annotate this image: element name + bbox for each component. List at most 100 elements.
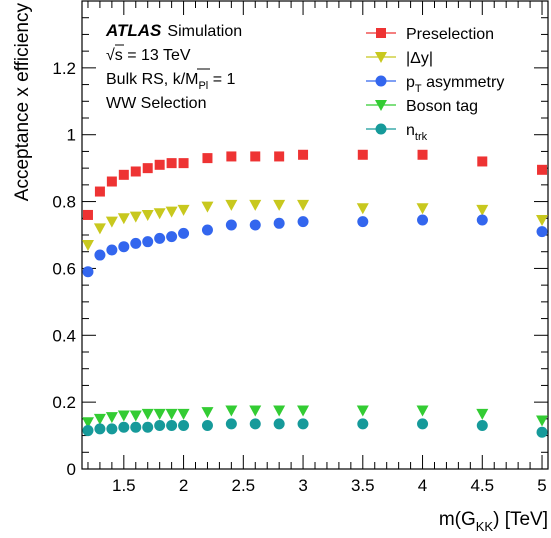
data-markers	[81, 149, 549, 438]
data-point-series-1	[117, 213, 130, 225]
legend-label-preselection: Preselection	[406, 26, 494, 43]
atlas-label: ATLAS	[105, 21, 162, 40]
data-point-series-2	[273, 217, 285, 229]
legend-entry-preselection: Preselection	[366, 26, 494, 43]
data-point-series-4	[106, 423, 118, 435]
legend-pt-sub: T	[415, 83, 422, 95]
data-point-series-3	[273, 405, 286, 417]
data-point-series-0	[142, 163, 153, 174]
atlas-label-line: ATLAS Simulation	[105, 21, 242, 40]
data-point-series-3	[81, 417, 94, 429]
data-point-series-0	[82, 209, 93, 220]
data-point-series-2	[536, 226, 548, 238]
data-point-series-4	[118, 421, 130, 433]
data-point-series-3	[249, 405, 262, 417]
data-point-series-0	[477, 156, 488, 167]
energy-rest: = 13 TeV	[123, 47, 191, 64]
data-point-series-0	[202, 153, 213, 164]
legend-pt-end: asymmetry	[422, 74, 505, 91]
x-axis-title: m(GKK) [TeV]	[439, 509, 548, 534]
data-point-series-4	[536, 426, 548, 438]
y-tick-label: 0.8	[52, 193, 76, 212]
data-point-series-2	[357, 216, 369, 228]
data-point-series-1	[476, 204, 489, 216]
data-point-series-0	[537, 164, 548, 175]
simulation-label: Simulation	[167, 23, 242, 40]
data-point-series-1	[153, 208, 166, 220]
data-point-series-2	[201, 224, 213, 236]
data-point-series-1	[297, 199, 310, 211]
data-point-series-0	[226, 151, 237, 162]
data-point-series-3	[105, 412, 118, 424]
legend-label-pt-asymmetry: pT asymmetry	[406, 74, 504, 95]
data-point-series-2	[178, 227, 190, 239]
data-point-series-4	[357, 418, 369, 430]
x-axis-title-end: ) [TeV]	[493, 509, 548, 530]
data-point-series-4	[249, 418, 261, 430]
data-point-series-2	[154, 232, 166, 244]
y-tick-label: 0.2	[52, 393, 76, 412]
data-point-series-4	[142, 421, 154, 433]
data-point-series-2	[476, 214, 488, 226]
data-point-series-1	[141, 209, 154, 221]
y-tick-label: 1.2	[52, 59, 76, 78]
data-point-series-3	[165, 408, 178, 420]
data-point-series-3	[225, 405, 238, 417]
data-point-series-0	[417, 149, 428, 160]
data-point-series-1	[536, 214, 549, 226]
x-axis-title-main: m(G	[439, 509, 476, 530]
data-point-series-1	[93, 223, 106, 235]
data-point-series-4	[154, 420, 166, 432]
data-point-series-4	[130, 421, 142, 433]
legend-label-ntrk: ntrk	[406, 122, 428, 143]
selection-label: WW Selection	[106, 95, 206, 112]
data-point-series-2	[166, 231, 178, 243]
data-point-series-3	[141, 408, 154, 420]
data-point-series-2	[106, 244, 118, 256]
data-point-series-0	[274, 151, 285, 162]
x-tick-label: 1.5	[112, 476, 136, 495]
data-point-series-4	[476, 420, 488, 432]
data-point-series-3	[356, 405, 369, 417]
data-point-series-0	[357, 149, 368, 160]
data-point-series-4	[297, 418, 309, 430]
data-point-series-1	[165, 206, 178, 218]
data-point-series-3	[297, 405, 310, 417]
y-tick-label: 0.4	[52, 326, 76, 345]
data-point-series-4	[225, 418, 237, 430]
x-tick-label: 2	[179, 476, 188, 495]
x-tick-label: 4	[418, 476, 427, 495]
legend-pt-main: p	[406, 74, 415, 91]
y-tick-label: 1	[67, 126, 76, 145]
data-point-series-2	[118, 241, 130, 253]
data-point-series-1	[249, 199, 262, 211]
energy-label: √s = 13 TeV	[106, 47, 191, 64]
data-point-series-4	[273, 418, 285, 430]
data-point-series-3	[416, 405, 429, 417]
data-point-series-0	[298, 149, 309, 160]
y-axis-title: Acceptance x efficiency	[12, 3, 33, 202]
data-point-series-1	[129, 211, 142, 223]
data-point-series-1	[201, 201, 214, 213]
data-point-series-0	[130, 166, 141, 177]
legend-label-boson-tag: Boson tag	[406, 98, 478, 115]
data-point-series-1	[416, 203, 429, 215]
data-point-series-3	[476, 408, 489, 420]
x-tick-label: 3.5	[351, 476, 375, 495]
data-point-series-2	[142, 236, 154, 248]
data-point-series-0	[118, 169, 129, 180]
data-point-series-4	[201, 420, 213, 432]
model-m: M	[185, 71, 198, 88]
model-label: Bulk RS, k/MPl = 1	[106, 71, 235, 92]
data-point-series-4	[94, 423, 106, 435]
data-point-series-4	[82, 425, 94, 437]
data-point-series-0	[250, 151, 261, 162]
legend-ntrk-main: n	[406, 122, 415, 139]
y-tick-label: 0.6	[52, 259, 76, 278]
data-point-series-2	[82, 266, 94, 278]
legend-entry-delta-y: |Δy|	[366, 50, 433, 67]
data-point-series-4	[178, 420, 190, 432]
data-point-series-1	[225, 199, 238, 211]
x-axis-ticks: 1.5 2 2.5 3 3.5 4 4.5 5	[87, 1, 547, 495]
